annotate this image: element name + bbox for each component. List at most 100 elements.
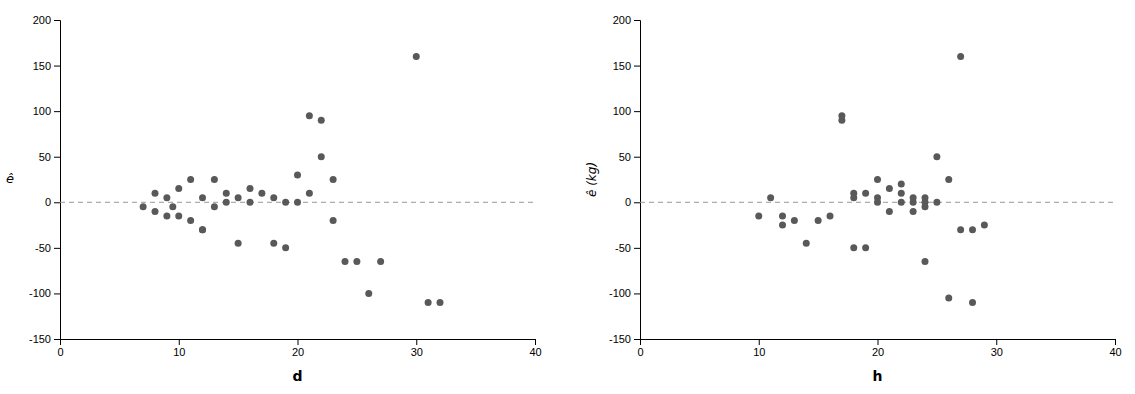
y-tick-mark — [634, 293, 640, 294]
point — [874, 194, 881, 201]
y-tick-mark — [54, 20, 60, 21]
point — [175, 212, 182, 219]
x-tick: 20 — [292, 339, 304, 358]
point — [187, 176, 194, 183]
x-tick-mark — [1115, 339, 1116, 345]
point — [957, 53, 964, 60]
x-tick: 10 — [753, 339, 765, 358]
point — [152, 208, 159, 215]
x-tick-label: 40 — [529, 346, 541, 358]
y-tick-mark — [54, 248, 60, 249]
y-tick: -50 — [615, 242, 640, 254]
y-tick-label: 0 — [45, 196, 51, 208]
y-axis-title: ê — [6, 171, 14, 186]
y-tick: -150 — [609, 333, 640, 345]
y-tick-label: -50 — [35, 242, 51, 254]
x-tick-mark — [298, 339, 299, 345]
y-tick-mark — [54, 202, 60, 203]
x-tick-label: 0 — [57, 346, 63, 358]
y-tick-mark — [54, 157, 60, 158]
plot-area — [60, 53, 535, 306]
y-tick: -100 — [609, 287, 640, 299]
point — [330, 217, 337, 224]
y-axis: -150 -100 -50 0 50 100 150 200 — [29, 14, 61, 345]
x-tick-label: 10 — [753, 346, 765, 358]
point — [318, 117, 325, 124]
y-tick-mark — [634, 202, 640, 203]
y-tick-label: -150 — [29, 333, 51, 345]
y-tick: -100 — [29, 287, 60, 299]
x-tick-mark — [996, 339, 997, 345]
panel: 010203040-150-100-50050100150200hê (kg) — [585, 14, 1122, 384]
y-axis-line — [54, 21, 61, 340]
point — [969, 226, 976, 233]
y-tick-mark — [54, 111, 60, 112]
point — [199, 226, 206, 233]
point — [282, 244, 289, 251]
y-tick-label: 100 — [33, 105, 51, 117]
point — [140, 203, 147, 210]
point — [353, 258, 360, 265]
point — [330, 176, 337, 183]
point — [425, 299, 432, 306]
point — [223, 199, 230, 206]
x-tick-label: 10 — [173, 346, 185, 358]
y-tick-label: 50 — [39, 151, 51, 163]
point — [247, 199, 254, 206]
y-tick-label: 200 — [33, 14, 51, 26]
point — [211, 176, 218, 183]
y-tick-label: -100 — [609, 287, 631, 299]
y-tick-label: 150 — [613, 60, 631, 72]
x-axis: 010203040 — [637, 339, 1121, 358]
point — [169, 203, 176, 210]
point — [910, 194, 917, 201]
point — [886, 185, 893, 192]
point — [850, 190, 857, 197]
y-tick-mark — [634, 66, 640, 67]
y-tick-label: -150 — [609, 333, 631, 345]
point — [922, 258, 929, 265]
point — [211, 203, 218, 210]
point — [175, 185, 182, 192]
point — [933, 199, 940, 206]
x-tick-mark — [878, 339, 879, 345]
y-tick-label: 100 — [613, 105, 631, 117]
y-tick: 50 — [619, 151, 640, 163]
point — [223, 190, 230, 197]
point — [981, 222, 988, 229]
point — [957, 226, 964, 233]
point — [898, 181, 905, 188]
point — [791, 217, 798, 224]
panel: 010203040-150-100-50050100150200dê — [6, 14, 542, 384]
x-tick-mark — [416, 339, 417, 345]
y-tick-mark — [634, 339, 640, 340]
y-tick: 0 — [45, 196, 60, 208]
y-tick: 200 — [613, 14, 640, 26]
y-tick: 50 — [39, 151, 60, 163]
y-tick-label: 0 — [625, 196, 631, 208]
x-tick-label: 30 — [411, 346, 423, 358]
point — [898, 190, 905, 197]
plot-area — [640, 53, 1115, 306]
point — [294, 171, 301, 178]
x-tick: 0 — [57, 339, 63, 358]
y-tick-label: 150 — [33, 60, 51, 72]
y-tick: -50 — [35, 242, 60, 254]
point — [922, 203, 929, 210]
point — [779, 222, 786, 229]
y-tick-mark — [54, 66, 60, 67]
y-tick-mark — [634, 248, 640, 249]
y-tick-label: 50 — [619, 151, 631, 163]
point — [886, 208, 893, 215]
point — [850, 244, 857, 251]
point — [755, 212, 762, 219]
x-tick: 40 — [1109, 339, 1121, 358]
point — [235, 240, 242, 247]
y-tick-mark — [634, 111, 640, 112]
x-axis-title: h — [873, 368, 883, 384]
x-tick-label: 20 — [292, 346, 304, 358]
x-axis: 0 10 20 30 40 — [57, 339, 541, 358]
y-tick-mark — [54, 339, 60, 340]
y-tick-label: -50 — [615, 242, 631, 254]
point — [306, 112, 313, 119]
